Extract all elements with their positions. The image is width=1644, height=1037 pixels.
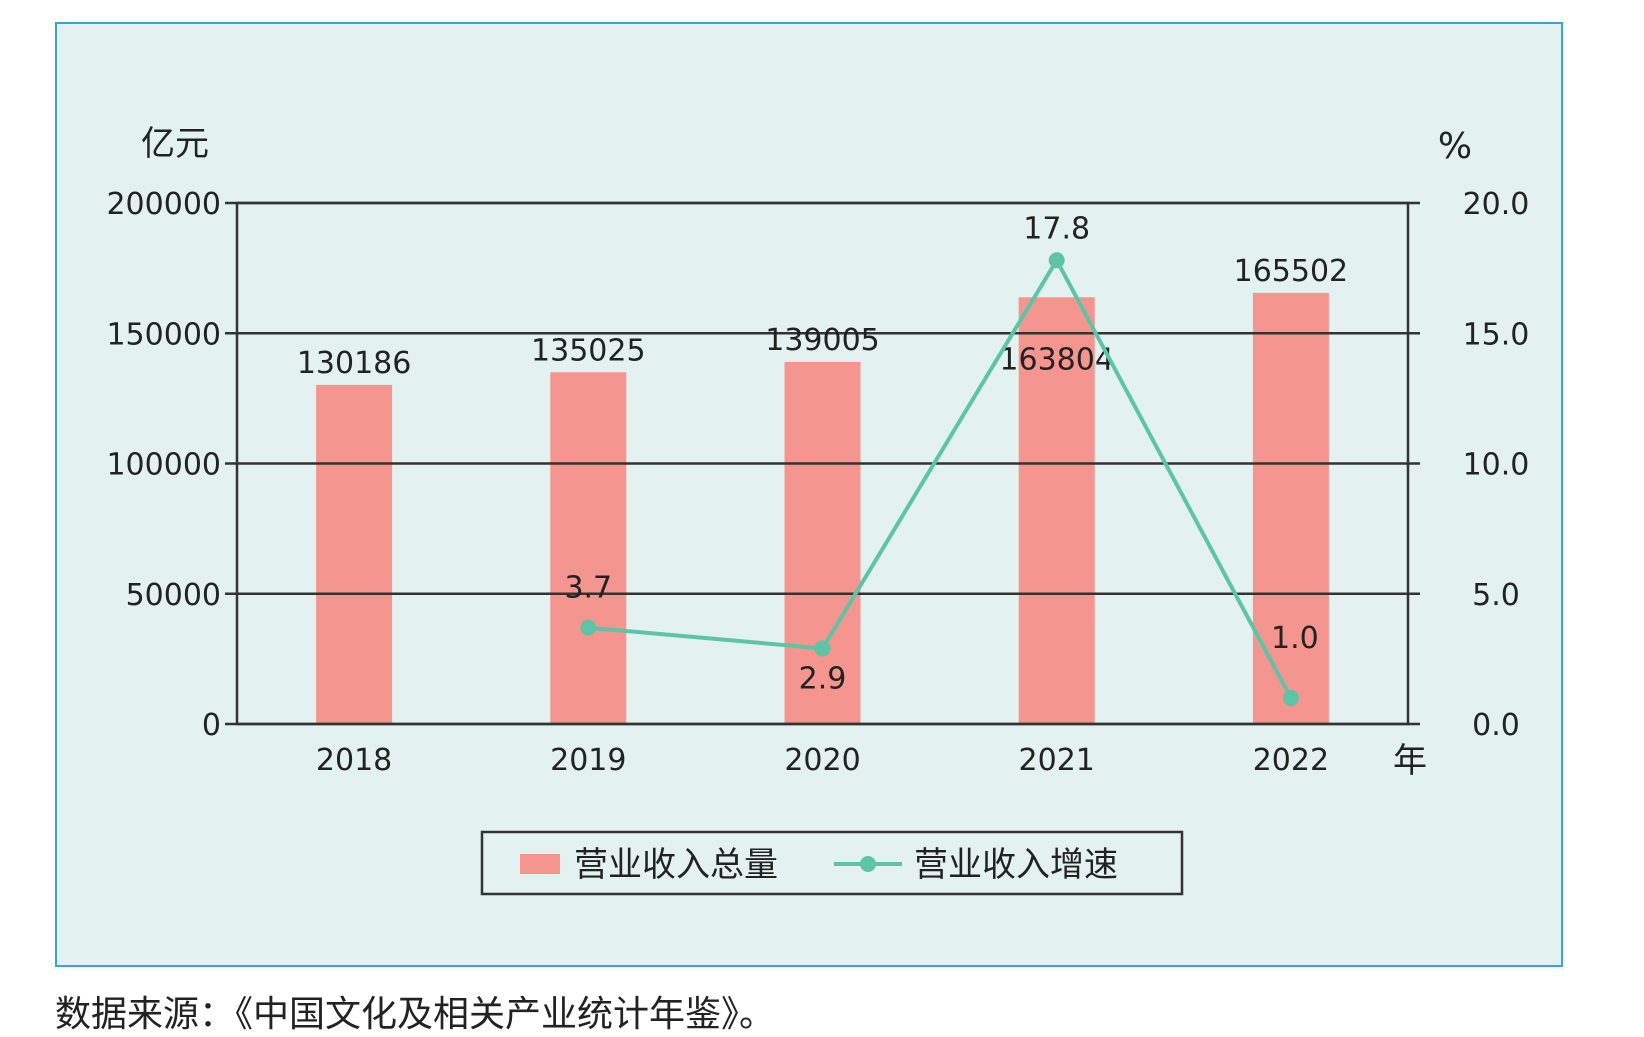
y-right-tick-label: 5.0 — [1472, 578, 1520, 613]
bar-2021 — [1018, 297, 1095, 724]
x-tick-label-2022: 2022 — [1253, 743, 1329, 778]
bar-value-label-2022: 165502 — [1234, 254, 1349, 289]
bar-value-label-2021: 163804 — [999, 342, 1114, 377]
y-left-tick-label: 100000 — [106, 448, 221, 483]
x-tick-label-2018: 2018 — [316, 743, 392, 778]
source-note: 数据来源：《中国文化及相关产业统计年鉴》。 — [55, 994, 776, 1035]
bar-2018 — [316, 384, 393, 724]
growth-point-2022 — [1282, 689, 1299, 706]
bar-2022 — [1252, 292, 1329, 724]
y-left-tick-label: 0 — [202, 708, 221, 743]
x-tick-label-2020: 2020 — [784, 743, 860, 778]
y-right-tick-label: 10.0 — [1463, 448, 1530, 483]
growth-value-label-2021: 17.8 — [1023, 211, 1090, 246]
growth-point-2019 — [580, 619, 597, 636]
x-unit-label: 年 — [1393, 741, 1427, 781]
legend-line-label: 营业收入增速 — [914, 845, 1118, 885]
y-left-tick-label: 50000 — [126, 578, 221, 613]
y-right-tick-label: 15.0 — [1463, 317, 1530, 352]
growth-value-label-2020: 2.9 — [799, 661, 847, 696]
bar-value-label-2019: 135025 — [531, 333, 646, 368]
legend-bar-label: 营业收入总量 — [574, 845, 778, 885]
y-left-tick-label: 150000 — [106, 317, 221, 352]
growth-value-label-2019: 3.7 — [564, 571, 612, 606]
bar-value-label-2020: 139005 — [765, 323, 880, 358]
y-left-tick-label: 200000 — [106, 187, 221, 222]
y-left-unit-label: 亿元 — [141, 124, 209, 164]
growth-point-2020 — [814, 640, 831, 657]
growth-line — [588, 256, 1293, 699]
x-tick-label-2021: 2021 — [1019, 743, 1095, 778]
plot-frame — [235, 201, 1410, 726]
legend-bar-swatch — [520, 854, 560, 874]
x-tick-label-2019: 2019 — [550, 743, 626, 778]
y-right-tick-label: 0.0 — [1472, 708, 1520, 743]
growth-point-2021 — [1048, 252, 1065, 269]
legend-box — [480, 830, 1184, 896]
y-right-tick-label: 20.0 — [1463, 187, 1530, 222]
y-right-unit-label: % — [1438, 126, 1472, 167]
legend-line-marker — [860, 856, 876, 872]
bar-2020 — [784, 361, 861, 724]
bar-2019 — [550, 372, 627, 724]
growth-value-label-2022: 1.0 — [1271, 621, 1319, 656]
bar-value-label-2018: 130186 — [297, 346, 412, 381]
